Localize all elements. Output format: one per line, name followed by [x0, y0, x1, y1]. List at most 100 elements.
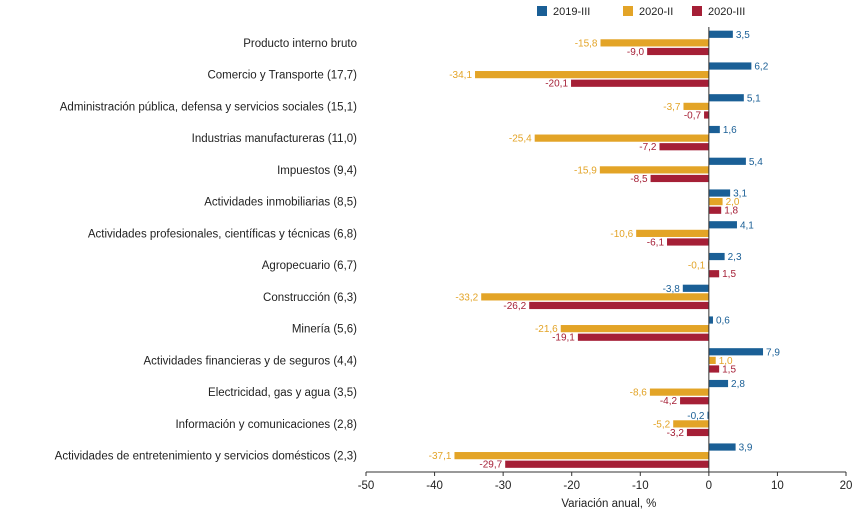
data-label-2020-III: 1,8 [724, 206, 738, 217]
bar-2020-III [708, 206, 722, 214]
bar-2019-III [708, 94, 744, 102]
category-label: Administración pública, defensa y servic… [60, 101, 357, 113]
category-label: Agropecuario (6,7) [262, 260, 357, 272]
legend-swatch-2020-III [692, 6, 702, 16]
bar-2020-II [475, 71, 709, 79]
bar-2019-III [708, 252, 725, 261]
category-label: Industrias manufactureras (11,0) [192, 133, 358, 145]
bar-2020-II [560, 325, 709, 333]
data-label-2019-III: 2,8 [731, 379, 745, 390]
data-label-2020-II: -0,1 [688, 261, 706, 272]
bar-2019-III [708, 125, 720, 134]
category-label: Electricidad, gas y agua (3,5) [208, 387, 357, 399]
bar-2020-III [659, 143, 709, 151]
x-tick-label: -10 [632, 480, 649, 492]
x-tick-label: -50 [358, 480, 375, 492]
x-tick-label: 10 [771, 480, 784, 492]
category-label: Actividades profesionales, científicas y… [88, 228, 357, 240]
data-label-2019-III: 5,4 [749, 157, 763, 168]
data-label-2020-III: 1,5 [722, 364, 736, 375]
category-labels: Producto interno bruto Comercio y Transpo… [55, 38, 358, 463]
bar-2020-III [647, 47, 709, 56]
bar-2020-III [650, 174, 709, 183]
data-label-2020-II: -25,4 [509, 134, 532, 145]
data-label-2019-III: 3,9 [739, 443, 753, 454]
bar-2020-III [686, 428, 709, 437]
data-label-2019-III: -0,2 [687, 411, 705, 422]
bar-2020-II [534, 134, 709, 142]
data-label-2019-III: 7,9 [766, 347, 780, 358]
legend-label-2020-III: 2020-III [708, 6, 745, 18]
data-label-2020-II: -33,2 [455, 292, 478, 303]
data-label-2020-III: -20,1 [545, 79, 568, 90]
category-label: Actividades de entretenimiento y servici… [55, 451, 358, 463]
legend-label-2020-II: 2020-II [639, 6, 673, 18]
bar-2020-III [571, 79, 709, 87]
bar-2020-III [529, 301, 709, 310]
bar-2019-III [708, 316, 713, 324]
bar-2019-III [708, 221, 737, 229]
data-label-2020-III: -29,7 [479, 460, 502, 471]
data-label-2020-III: -26,2 [503, 301, 526, 312]
bar-2019-III [708, 30, 733, 38]
bar-2020-II [708, 356, 716, 364]
data-label-2020-II: -15,9 [574, 165, 597, 176]
bar-2019-III [708, 443, 736, 451]
legend-label-2019-III: 2019-III [553, 6, 590, 18]
data-labels: 3,5 -15,8 -9,0 6,2 -34,1 -20,1 5,1 -3,7-0,7 1,6 -… [429, 30, 781, 471]
category-label: Impuestos (9,4) [277, 165, 357, 177]
bar-2019-III [707, 411, 709, 419]
bar-2020-II [454, 452, 709, 460]
data-label-2019-III: 4,1 [740, 220, 754, 231]
bar-2020-III [708, 365, 720, 373]
data-label-2019-III: 2,3 [728, 252, 742, 263]
bar-2020-III [708, 270, 720, 278]
data-label-2020-II: -37,1 [429, 451, 452, 462]
data-label-2019-III: 1,6 [723, 125, 737, 136]
category-label: Información y comunicaciones (2,8) [175, 419, 357, 431]
data-label-2020-II: -21,6 [535, 324, 558, 335]
data-label-2019-III: 5,1 [747, 93, 761, 104]
data-label-2019-III: 6,2 [754, 62, 768, 73]
x-tick-label: 20 [840, 480, 853, 492]
data-label-2020-III: -6,1 [647, 237, 665, 248]
bar-2020-II [600, 39, 709, 47]
data-label-2019-III: 3,5 [736, 30, 750, 41]
x-tick-label: -20 [563, 480, 580, 492]
x-tick-label: 0 [706, 480, 712, 492]
data-label-2020-III: -9,0 [627, 47, 645, 58]
bar-2020-III [704, 111, 709, 119]
bar-2020-II [708, 198, 723, 206]
bar-2020-III [680, 397, 709, 405]
data-label-2020-II: -10,6 [610, 229, 633, 240]
data-label-2020-II: -5,2 [653, 419, 671, 430]
data-label-2020-II: 1,0 [719, 356, 733, 367]
bar-2019-III [682, 284, 709, 292]
data-label-2020-II: -8,6 [630, 388, 648, 399]
data-label-2020-III: -7,2 [639, 142, 657, 153]
category-label: Construcción (6,3) [263, 292, 357, 304]
bar-2019-III [708, 157, 746, 165]
category-label: Actividades financieras y de seguros (4,… [144, 355, 358, 367]
data-label-2020-III: -3,2 [667, 428, 685, 439]
bar-2020-II [599, 166, 709, 174]
category-label: Actividades inmobiliarias (8,5) [204, 197, 357, 209]
legend-swatch-2019-III [537, 6, 547, 16]
data-label-2020-III: 1,5 [722, 269, 736, 280]
bar-2020-II [636, 229, 709, 237]
bar-2019-III [708, 379, 729, 388]
legend-swatch-2020-II [623, 6, 633, 16]
data-label-2020-III: -19,1 [552, 333, 575, 344]
bar-2020-III [577, 333, 709, 341]
data-label-2020-III: -4,2 [660, 396, 678, 407]
data-label-2020-II: -34,1 [449, 70, 472, 81]
category-label: Minería (5,6) [292, 324, 357, 336]
x-tick-label: -40 [426, 480, 443, 492]
x-axis-title: Variación anual, % [561, 498, 656, 510]
category-label: Comercio y Transporte (17,7) [207, 70, 357, 82]
bar-2019-III [708, 348, 764, 356]
bar-2019-III [708, 62, 752, 70]
data-label-2020-III: -0,7 [684, 110, 702, 121]
bar-2020-II [683, 102, 709, 110]
